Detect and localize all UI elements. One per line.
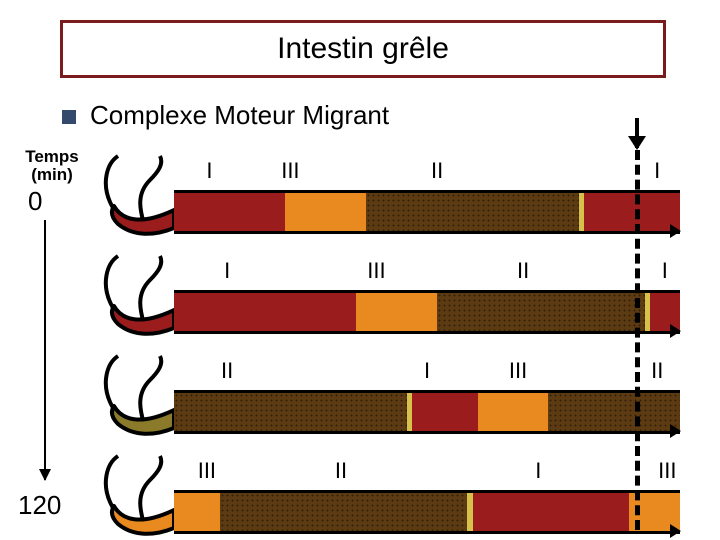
phase-label: II (651, 358, 663, 384)
phase-segment (437, 293, 644, 331)
tube-arrow-icon (670, 524, 681, 538)
phase-segment (356, 293, 437, 331)
stomach-pouch-icon (100, 250, 174, 340)
time-axis-label-line2: (min) (31, 165, 73, 184)
intestine-row: IIIIIIIII (100, 450, 680, 540)
phase-segment (412, 393, 478, 431)
phase-label: I (662, 258, 668, 284)
intestine-tube (174, 390, 680, 434)
title-box: Intestin grêle (60, 20, 666, 78)
time-start-value: 0 (28, 186, 42, 217)
marker-arrow-icon (635, 118, 639, 148)
phase-segment (366, 193, 579, 231)
stomach-pouch-icon (100, 450, 174, 540)
phase-label: II (517, 258, 529, 284)
time-axis-label-line1: Temps (25, 147, 79, 166)
phase-label: I (654, 158, 660, 184)
phase-segment (174, 493, 220, 531)
bullet-icon (62, 110, 76, 124)
phase-segment (174, 393, 407, 431)
phase-segment (220, 493, 468, 531)
stomach-pouch-icon (100, 350, 174, 440)
intestine-tube (174, 190, 680, 234)
slide-stage: Intestin grêle Complexe Moteur Migrant T… (0, 0, 720, 540)
intestine-row: IIIIIIII (100, 350, 680, 440)
phase-label: I (535, 458, 541, 484)
phase-segment (478, 393, 549, 431)
phase-label: I (206, 158, 212, 184)
phase-segment (174, 193, 285, 231)
intestine-row: IIIIIII (100, 150, 680, 240)
phase-label: III (658, 458, 676, 484)
tube-arrow-icon (670, 224, 681, 238)
phase-segment (285, 193, 366, 231)
intestine-tube (174, 490, 680, 534)
phase-label: III (198, 458, 216, 484)
phase-label: II (221, 358, 233, 384)
phase-label: I (224, 258, 230, 284)
phase-segment (473, 493, 630, 531)
title-text: Intestin grêle (277, 32, 449, 65)
phase-segment (584, 193, 680, 231)
dashed-marker (635, 150, 640, 530)
stomach-pouch-icon (100, 150, 174, 240)
time-axis-label: Temps (min) (12, 148, 92, 184)
tube-arrow-icon (670, 424, 681, 438)
phase-segment (548, 393, 680, 431)
phase-label: I (424, 358, 430, 384)
phase-label: III (281, 158, 299, 184)
phase-segment (174, 293, 356, 331)
time-end-value: 120 (18, 490, 61, 521)
subtitle-text: Complexe Moteur Migrant (90, 100, 389, 131)
tube-arrow-icon (670, 324, 681, 338)
phase-label: III (509, 358, 527, 384)
phase-label: III (367, 258, 385, 284)
time-axis-arrow (44, 220, 46, 480)
phase-label: II (431, 158, 443, 184)
intestine-tube (174, 290, 680, 334)
phase-label: II (335, 458, 347, 484)
intestine-row: IIIIIII (100, 250, 680, 340)
